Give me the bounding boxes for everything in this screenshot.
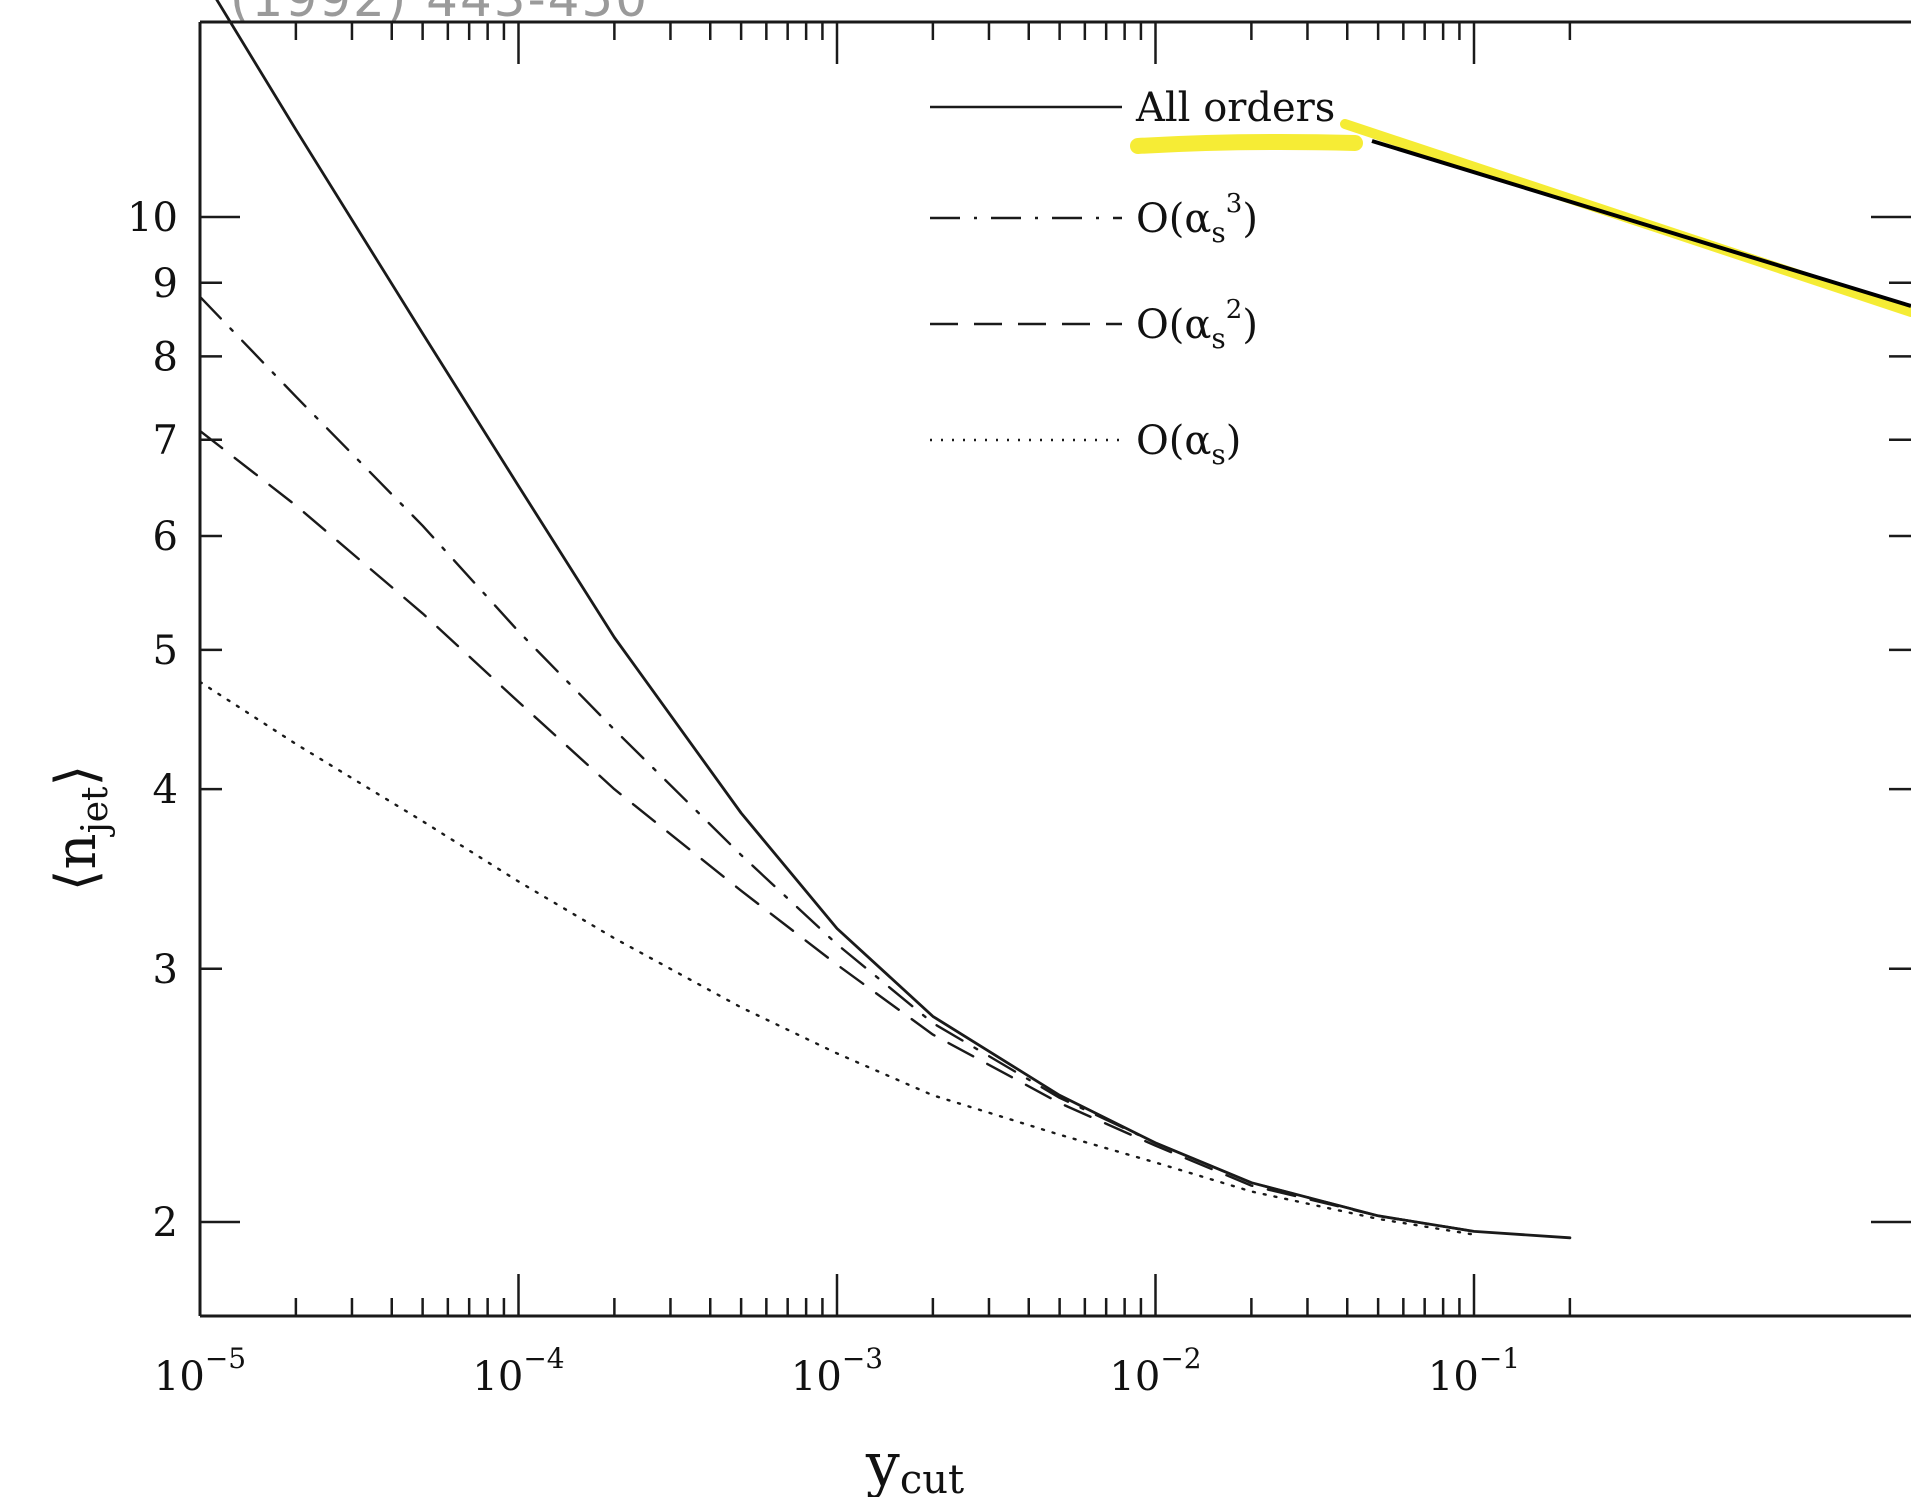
y-axis-title: ⟨njet⟩ bbox=[44, 765, 116, 892]
x-tick-label: 10−3 bbox=[791, 1342, 883, 1400]
plot-frame bbox=[198, 20, 1911, 1318]
series-line-3 bbox=[198, 429, 1476, 1233]
legend-label-3: O(αs2) bbox=[1136, 295, 1258, 355]
legend-label-1: All orders bbox=[1135, 85, 1335, 131]
y-tick-label: 3 bbox=[153, 947, 178, 993]
y-tick-labels: 2 3 4 5 6 7 8 9 10 bbox=[127, 195, 178, 1246]
legend-label-2: O(αs3) bbox=[1136, 189, 1258, 249]
y-tick-label: 10 bbox=[127, 195, 178, 241]
y-tick-label: 7 bbox=[153, 418, 178, 464]
y-tick-label: 8 bbox=[153, 334, 178, 380]
legend: All orders O(αs3) O(αs2) O(αs) bbox=[930, 85, 1335, 471]
y-tick-label: 9 bbox=[153, 261, 178, 307]
y-tick-label: 2 bbox=[153, 1200, 178, 1246]
series-line-1 bbox=[215, 0, 1572, 1240]
y-tick-label: 5 bbox=[153, 628, 178, 674]
highlight-stroke bbox=[1130, 134, 1363, 154]
series-line-4 bbox=[198, 680, 1476, 1236]
pointer-line bbox=[1371, 139, 1911, 308]
minor-ticks bbox=[198, 22, 1911, 1316]
y-tick-label: 4 bbox=[153, 767, 178, 813]
x-tick-label: 10−4 bbox=[472, 1342, 564, 1400]
x-tick-label: 10−2 bbox=[1109, 1342, 1201, 1400]
highlight-annotation bbox=[1130, 119, 1911, 317]
series-line-2 bbox=[198, 295, 1476, 1233]
x-tick-label: 10−1 bbox=[1428, 1342, 1520, 1400]
x-tick-labels: 10−5 10−4 10−3 10−2 10−1 bbox=[154, 1342, 1520, 1400]
x-tick-label: 10−5 bbox=[154, 1342, 246, 1400]
x-axis-title: ycut bbox=[865, 1430, 964, 1497]
y-tick-label: 6 bbox=[153, 514, 178, 560]
legend-label-4: O(αs) bbox=[1136, 418, 1241, 471]
series-curves bbox=[198, 0, 1572, 1240]
